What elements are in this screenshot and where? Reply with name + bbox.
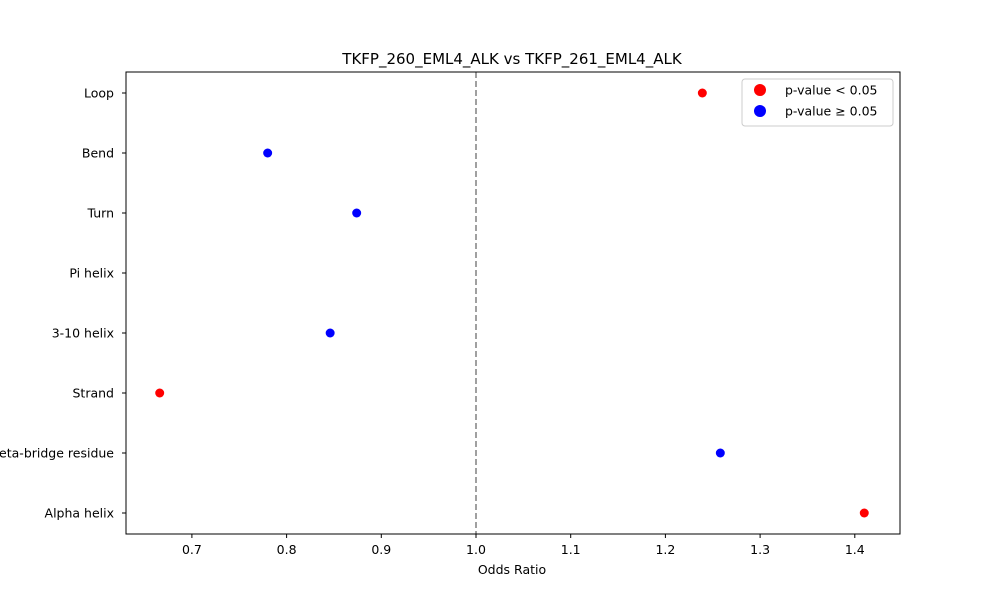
y-tick-label: Pi helix <box>69 266 114 281</box>
y-tick-label: Loop <box>84 86 114 101</box>
y-tick-label: Turn <box>86 206 114 221</box>
legend-label: p-value ≥ 0.05 <box>785 104 878 119</box>
data-point <box>155 388 165 398</box>
legend-marker-icon <box>754 105 766 117</box>
data-point <box>715 448 725 458</box>
y-tick-label: Strand <box>73 386 115 401</box>
plot-frame <box>125 71 901 535</box>
x-tick-label: 0.7 <box>182 542 202 557</box>
x-tick-label: 1.3 <box>750 542 770 557</box>
legend-marker-icon <box>754 84 766 96</box>
data-point <box>859 508 869 518</box>
y-tick-label: Alpha helix <box>45 506 114 521</box>
data-point <box>263 148 273 158</box>
legend-label: p-value < 0.05 <box>785 83 878 98</box>
x-tick-label: 1.4 <box>845 542 865 557</box>
x-tick-label: 0.8 <box>277 542 297 557</box>
x-tick-label: 1.0 <box>466 542 486 557</box>
x-tick-label: 1.1 <box>561 542 581 557</box>
y-tick-label: Beta-bridge residue <box>0 446 114 461</box>
y-tick-label: 3-10 helix <box>52 326 114 341</box>
x-tick-label: 0.9 <box>371 542 391 557</box>
legend <box>741 78 894 127</box>
x-tick-label: 1.2 <box>655 542 675 557</box>
y-tick-label: Bend <box>82 146 114 161</box>
chart-title: TKFP_260_EML4_ALK vs TKFP_261_EML4_ALK <box>341 50 683 69</box>
x-axis-label: Odds Ratio <box>478 562 546 577</box>
data-point <box>697 88 707 98</box>
data-point <box>352 208 362 218</box>
data-point <box>325 328 335 338</box>
